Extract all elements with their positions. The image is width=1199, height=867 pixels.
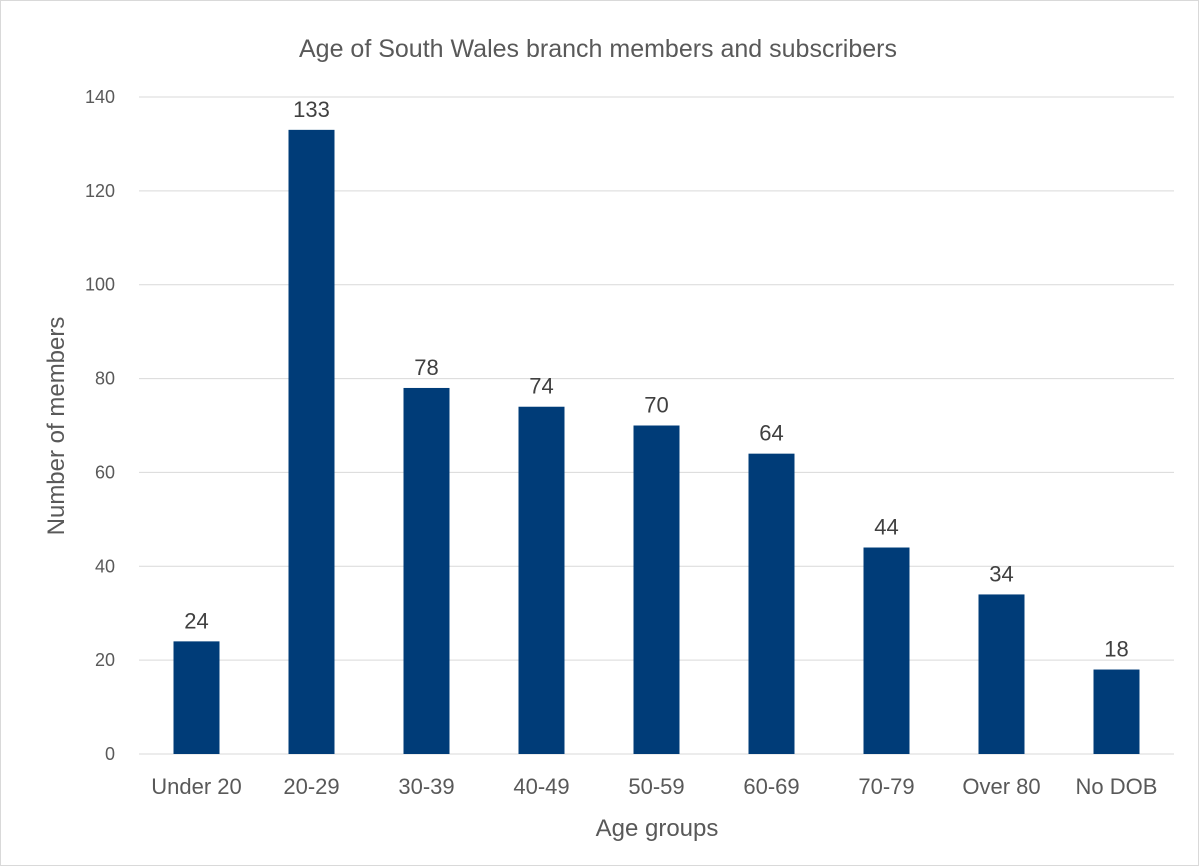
y-tick-label: 40 [95, 556, 115, 576]
y-tick-label: 0 [105, 744, 115, 764]
x-axis-categories: Under 20 20-29 30-39 40-49 50-59 60-69 70-79 Ov… [151, 774, 1157, 799]
y-tick-label: 80 [95, 369, 115, 389]
x-category-label: 50-59 [628, 774, 684, 799]
bars [173, 129, 1140, 755]
chart-title: Age of South Wales branch members and su… [299, 35, 897, 63]
y-tick-label: 140 [85, 87, 115, 107]
x-category-label: No DOB [1076, 774, 1158, 799]
bar [173, 641, 220, 754]
x-category-label: 70-79 [858, 774, 914, 799]
data-label: 70 [644, 393, 668, 418]
data-label: 74 [529, 374, 553, 399]
bar [1093, 669, 1140, 754]
data-label: 34 [989, 561, 1013, 586]
x-category-label: 30-39 [398, 774, 454, 799]
data-labels: 24 133 78 74 70 64 44 34 18 [184, 97, 1128, 662]
y-axis-title: Number of members [43, 317, 70, 536]
bar [518, 406, 565, 754]
y-tick-label: 120 [85, 181, 115, 201]
bar [978, 594, 1025, 754]
bar [633, 425, 680, 754]
bar [403, 387, 450, 754]
y-axis-ticks: 0 20 40 60 80 100 120 140 [85, 87, 115, 764]
y-tick-label: 20 [95, 650, 115, 670]
data-label: 78 [414, 355, 438, 380]
data-label: 44 [874, 515, 898, 540]
bar [863, 547, 910, 754]
data-label: 18 [1104, 637, 1128, 662]
x-axis-title: Age groups [596, 815, 719, 842]
data-label: 64 [759, 421, 783, 446]
y-tick-label: 60 [95, 462, 115, 482]
x-category-label: Under 20 [151, 774, 242, 799]
bar [748, 453, 795, 754]
x-category-label: 40-49 [513, 774, 569, 799]
x-category-label: 20-29 [283, 774, 339, 799]
data-label: 24 [184, 608, 208, 633]
x-category-label: Over 80 [962, 774, 1040, 799]
data-label: 133 [293, 97, 330, 122]
x-category-label: 60-69 [743, 774, 799, 799]
bar [288, 129, 335, 755]
y-tick-label: 100 [85, 275, 115, 295]
